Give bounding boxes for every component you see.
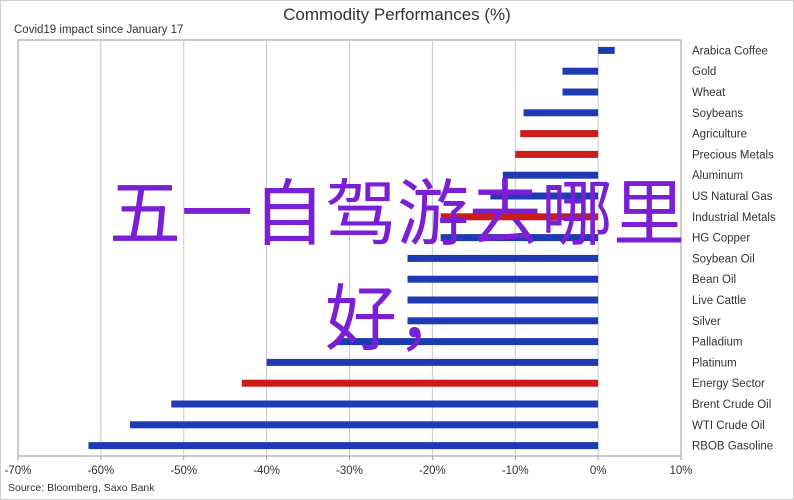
bar [407, 296, 599, 304]
category-label: Brent Crude Oil [692, 399, 771, 411]
category-label: US Natural Gas [692, 191, 773, 203]
category-label: Soybeans [692, 108, 743, 120]
chart-title: Commodity Performances (%) [283, 5, 511, 24]
category-label: Platinum [692, 357, 737, 369]
bar [562, 88, 599, 96]
bar [515, 150, 599, 158]
x-tick-label: -30% [336, 465, 363, 477]
bar [490, 192, 599, 200]
category-label: Soybean Oil [692, 253, 755, 265]
bar [337, 338, 599, 346]
x-tick-label: -40% [253, 465, 280, 477]
category-label: Gold [692, 66, 716, 78]
category-label: Industrial Metals [692, 212, 776, 224]
category-label: RBOB Gasoline [692, 441, 773, 453]
bar [523, 109, 599, 117]
x-tick-label: -10% [502, 465, 529, 477]
category-label: Silver [692, 316, 721, 328]
bar [266, 358, 599, 366]
category-label: Wheat [692, 87, 726, 99]
category-label: HG Copper [692, 233, 750, 245]
bar [520, 130, 599, 138]
bar [440, 213, 599, 221]
chart-source: Source: Bloomberg, Saxo Bank [8, 482, 155, 494]
bar [407, 254, 599, 262]
x-tick-label: 0% [590, 465, 607, 477]
category-label: Aluminum [692, 170, 743, 182]
x-tick-label: -20% [419, 465, 446, 477]
chart-subtitle: Covid19 impact since January 17 [14, 24, 184, 36]
bar [129, 421, 599, 429]
bar [407, 317, 599, 325]
bar [407, 275, 599, 283]
overlay-headline-line1: 五一自驾游去哪里 [108, 172, 685, 256]
category-label: Arabica Coffee [692, 45, 768, 57]
overlay-headline-line2: 好， [324, 277, 469, 361]
bar [562, 67, 599, 75]
category-label: Energy Sector [692, 378, 765, 390]
category-label: WTI Crude Oil [692, 420, 765, 432]
category-label: Palladium [692, 337, 743, 349]
category-label: Agriculture [692, 129, 747, 141]
bar [502, 171, 599, 179]
category-label: Precious Metals [692, 149, 774, 161]
category-label: Bean Oil [692, 274, 736, 286]
bar [241, 379, 599, 387]
bar [171, 400, 599, 408]
x-tick-label: 10% [669, 465, 692, 477]
bar [440, 234, 599, 242]
bar [88, 442, 599, 450]
x-tick-label: -50% [170, 465, 197, 477]
bar [598, 46, 615, 54]
x-tick-label: -70% [5, 465, 32, 477]
category-label: Live Cattle [692, 295, 746, 307]
x-tick-label: -60% [87, 465, 114, 477]
